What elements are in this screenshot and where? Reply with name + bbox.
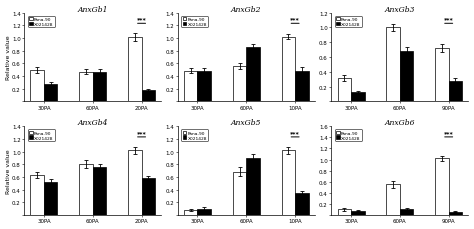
Legend: Pana-90, X021428: Pana-90, X021428 <box>182 17 209 28</box>
Bar <box>295 193 309 215</box>
Bar <box>184 210 198 215</box>
Bar <box>449 81 462 102</box>
Legend: Pana-90, X021428: Pana-90, X021428 <box>335 130 362 141</box>
Bar <box>337 78 351 102</box>
Bar <box>79 165 93 215</box>
Bar <box>44 182 57 215</box>
Legend: Pana-90, X021428: Pana-90, X021428 <box>28 17 55 28</box>
Bar <box>400 210 413 215</box>
Bar <box>30 175 44 215</box>
Bar <box>198 72 211 102</box>
Bar <box>233 67 246 102</box>
Title: AnxGb2: AnxGb2 <box>231 5 262 14</box>
Bar <box>184 72 198 102</box>
Text: ***: *** <box>137 17 146 22</box>
Text: ***: *** <box>444 17 454 22</box>
Bar <box>142 178 155 215</box>
Text: ***: *** <box>137 131 146 136</box>
Title: AnxGb3: AnxGb3 <box>384 5 415 14</box>
Y-axis label: Relative value: Relative value <box>6 35 10 80</box>
Bar <box>295 72 309 102</box>
Title: AnxGb5: AnxGb5 <box>231 119 262 127</box>
Bar <box>386 28 400 102</box>
Bar <box>93 168 106 215</box>
Bar <box>142 90 155 102</box>
Y-axis label: Relative value: Relative value <box>6 149 10 193</box>
Bar <box>233 172 246 215</box>
Bar <box>351 211 365 215</box>
Bar <box>198 209 211 215</box>
Bar <box>246 158 260 215</box>
Bar <box>386 185 400 215</box>
Title: AnxGb6: AnxGb6 <box>384 119 415 127</box>
Legend: Pana-90, X021428: Pana-90, X021428 <box>28 130 55 141</box>
Bar <box>351 93 365 102</box>
Bar <box>435 49 449 102</box>
Legend: Pana-90, X021428: Pana-90, X021428 <box>335 17 362 28</box>
Bar <box>400 52 413 102</box>
Bar <box>30 70 44 102</box>
Text: ***: *** <box>290 131 300 136</box>
Legend: Pana-90, X021428: Pana-90, X021428 <box>182 130 209 141</box>
Bar <box>128 151 142 215</box>
Bar <box>246 48 260 102</box>
Bar <box>337 210 351 215</box>
Title: AnxGb1: AnxGb1 <box>78 5 108 14</box>
Bar <box>449 212 462 215</box>
Bar <box>44 84 57 102</box>
Bar <box>282 151 295 215</box>
Bar <box>128 38 142 102</box>
Text: ***: *** <box>290 17 300 22</box>
Bar <box>93 72 106 102</box>
Bar <box>79 72 93 102</box>
Bar <box>435 159 449 215</box>
Bar <box>282 38 295 102</box>
Text: ***: *** <box>444 131 454 136</box>
Title: AnxGb4: AnxGb4 <box>78 119 108 127</box>
